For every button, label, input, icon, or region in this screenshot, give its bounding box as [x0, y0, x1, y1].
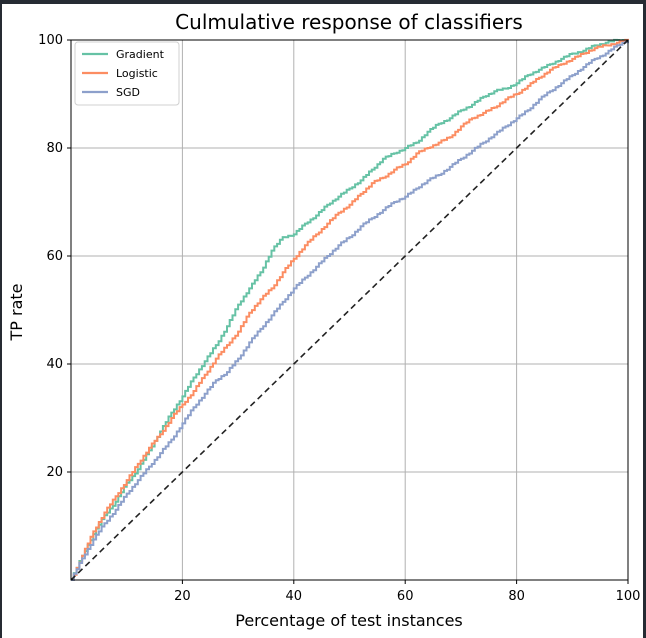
y-tick-label-1: 40 [46, 357, 63, 372]
legend-label-sgd: SGD [116, 86, 140, 99]
series-line-sgd [71, 40, 629, 581]
x-tick-label-3: 80 [508, 589, 525, 604]
x-tick-label-1: 40 [286, 589, 303, 604]
y-axis-label: TP rate [7, 283, 26, 341]
y-tick-label-2: 60 [46, 249, 63, 264]
y-tick-label-0: 20 [46, 465, 63, 480]
series-lines [70, 38, 629, 581]
baseline-diagonal [70, 39, 629, 581]
legend-label-logistic: Logistic [116, 67, 158, 80]
x-axis-label: Percentage of test instances [235, 611, 463, 630]
x-tick-label-0: 20 [174, 589, 191, 604]
x-tick-label-4: 100 [616, 589, 641, 604]
legend: Gradient Logistic SGD [74, 41, 180, 106]
axis-ticks: 20 40 60 80 100 20 40 60 80 100 [38, 33, 640, 604]
grid-lines [71, 39, 629, 580]
y-tick-label-3: 80 [46, 141, 63, 156]
chart-title: Culmulative response of classifiers [175, 10, 523, 34]
series-line-gradient [71, 38, 629, 581]
window-left-edge [0, 0, 2, 638]
x-tick-label-2: 60 [397, 589, 414, 604]
y-tick-label-4: 100 [38, 33, 63, 48]
window-right-edge [643, 0, 646, 638]
plot-frame [70, 39, 629, 581]
legend-box [74, 41, 180, 106]
window-top-edge [0, 0, 646, 4]
series-line-logistic [71, 38, 629, 581]
legend-label-gradient: Gradient [116, 48, 165, 61]
